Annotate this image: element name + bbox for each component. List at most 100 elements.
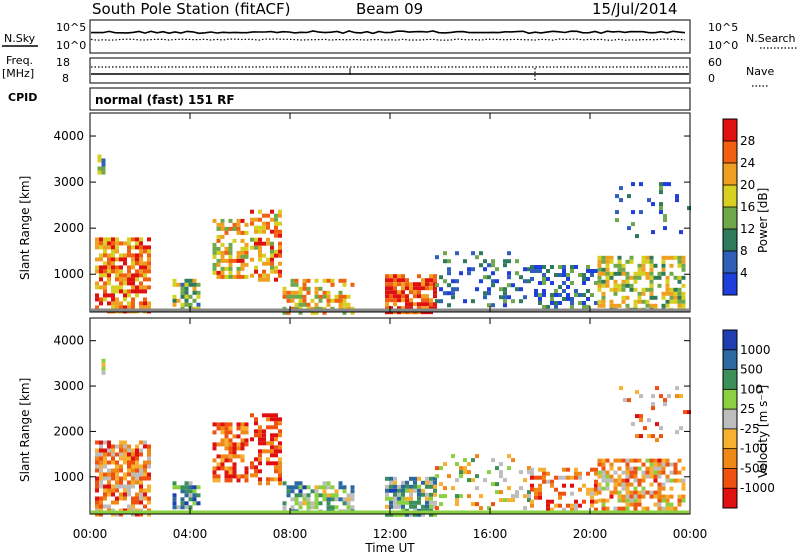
heatmap-cell [439, 494, 443, 499]
heatmap-cell [111, 241, 115, 246]
heatmap-cell [653, 478, 658, 483]
heatmap-cell [566, 467, 570, 472]
heatmap-cell [338, 481, 343, 486]
heatmap-cell [421, 306, 425, 311]
heatmap-cell [278, 273, 282, 278]
heatmap-cell [657, 502, 662, 507]
heatmap-cell [236, 474, 241, 479]
heatmap-cell [147, 496, 151, 501]
heatmap-cell [519, 470, 523, 475]
heatmap-cell [322, 310, 327, 315]
heatmap-cell [590, 273, 594, 277]
heatmap-cell [562, 507, 566, 512]
heatmap-cell [542, 289, 546, 293]
heatmap-cell [447, 259, 451, 264]
heatmap-cell [220, 242, 225, 247]
heatmap-cell [669, 287, 674, 292]
heatmap-cell [131, 448, 135, 453]
heatmap-cell [443, 279, 447, 284]
heatmap-cell [123, 492, 127, 497]
heatmap-cell [542, 479, 546, 484]
heatmap-cell [401, 282, 405, 287]
heatmap-cell [306, 493, 311, 498]
heatmap-cell [681, 263, 686, 268]
heatmap-cell [286, 310, 291, 315]
heatmap-cell [586, 297, 590, 301]
heatmap-cell [613, 283, 618, 288]
heatmap-cell [443, 462, 447, 467]
heatmap-cell [570, 305, 574, 309]
heatmap-cell [326, 290, 331, 295]
heatmap-cell [425, 484, 429, 489]
heatmap-cell [236, 442, 241, 447]
heatmap-cell [286, 290, 291, 295]
heatmap-cell [127, 460, 131, 465]
heatmap-cell [250, 465, 254, 470]
heatmap-cell [101, 166, 106, 171]
heatmap-cell [467, 478, 471, 483]
heatmap-cell [240, 442, 245, 447]
heatmap-cell [665, 303, 670, 308]
heatmap-cell [127, 305, 131, 310]
heatmap-cell [503, 287, 507, 292]
heatmap-cell [127, 293, 131, 298]
heatmap-cell [220, 258, 225, 263]
heatmap-cell [282, 505, 287, 510]
heatmap-cell [582, 293, 586, 297]
heatmap-cell [627, 226, 631, 231]
heatmap-cell [115, 480, 119, 485]
heatmap-cell [306, 485, 311, 490]
heatmap-cell [240, 458, 245, 463]
heatmap-cell [262, 229, 266, 234]
heatmap-cell [216, 270, 221, 275]
heatmap-cell [639, 394, 643, 399]
heatmap-cell [302, 501, 307, 506]
heatmap-cell [669, 506, 674, 511]
heatmap-cell [597, 482, 602, 487]
heatmap-cell [95, 297, 99, 302]
heatmap-cell [147, 500, 151, 505]
heatmap-cell [290, 282, 295, 287]
heatmap-cell [119, 452, 123, 457]
heatmap-cell [550, 507, 554, 512]
heatmap-cell [645, 490, 650, 495]
heatmap-cell [507, 251, 511, 256]
heatmap-cell [99, 448, 103, 453]
heatmap-cell [601, 498, 606, 503]
heatmap-cell [405, 302, 409, 307]
heatmap-cell [538, 475, 542, 480]
heatmap-cell [566, 273, 570, 277]
heatmap-cell [538, 293, 542, 297]
heatmap-cell [232, 238, 237, 243]
heatmap-cell [95, 496, 99, 501]
heatmap-cell [467, 462, 471, 467]
colorbar-segment [723, 229, 737, 252]
heatmap-cell [677, 287, 682, 292]
heatmap-cell [228, 458, 233, 463]
heatmap-cell [131, 237, 135, 242]
heatmap-cell [633, 502, 638, 507]
heatmap-cell [657, 482, 662, 487]
heatmap-cell [578, 273, 582, 277]
heatmap-cell [393, 294, 397, 299]
heatmap-cell [258, 441, 262, 446]
heatmap-cell [617, 287, 622, 292]
heatmap-cell [601, 295, 606, 300]
heatmap-cell [342, 302, 347, 307]
heatmap-cell [562, 273, 566, 277]
heatmap-cell [385, 274, 389, 279]
heatmap-cell [523, 295, 527, 300]
heatmap-cell [147, 285, 151, 290]
heatmap-cell [421, 286, 425, 291]
heatmap-cell [306, 290, 311, 295]
heatmap-cell [278, 421, 282, 426]
heatmap-cell [216, 226, 221, 231]
heatmap-cell [385, 290, 389, 295]
heatmap-cell [143, 245, 147, 250]
heatmap-cell [290, 485, 295, 490]
heatmap-cell [188, 505, 193, 510]
heatmap-cell [659, 206, 663, 211]
heatmap-cell [574, 289, 578, 293]
heatmap-cell [519, 287, 523, 292]
heatmap-cell [649, 494, 654, 499]
